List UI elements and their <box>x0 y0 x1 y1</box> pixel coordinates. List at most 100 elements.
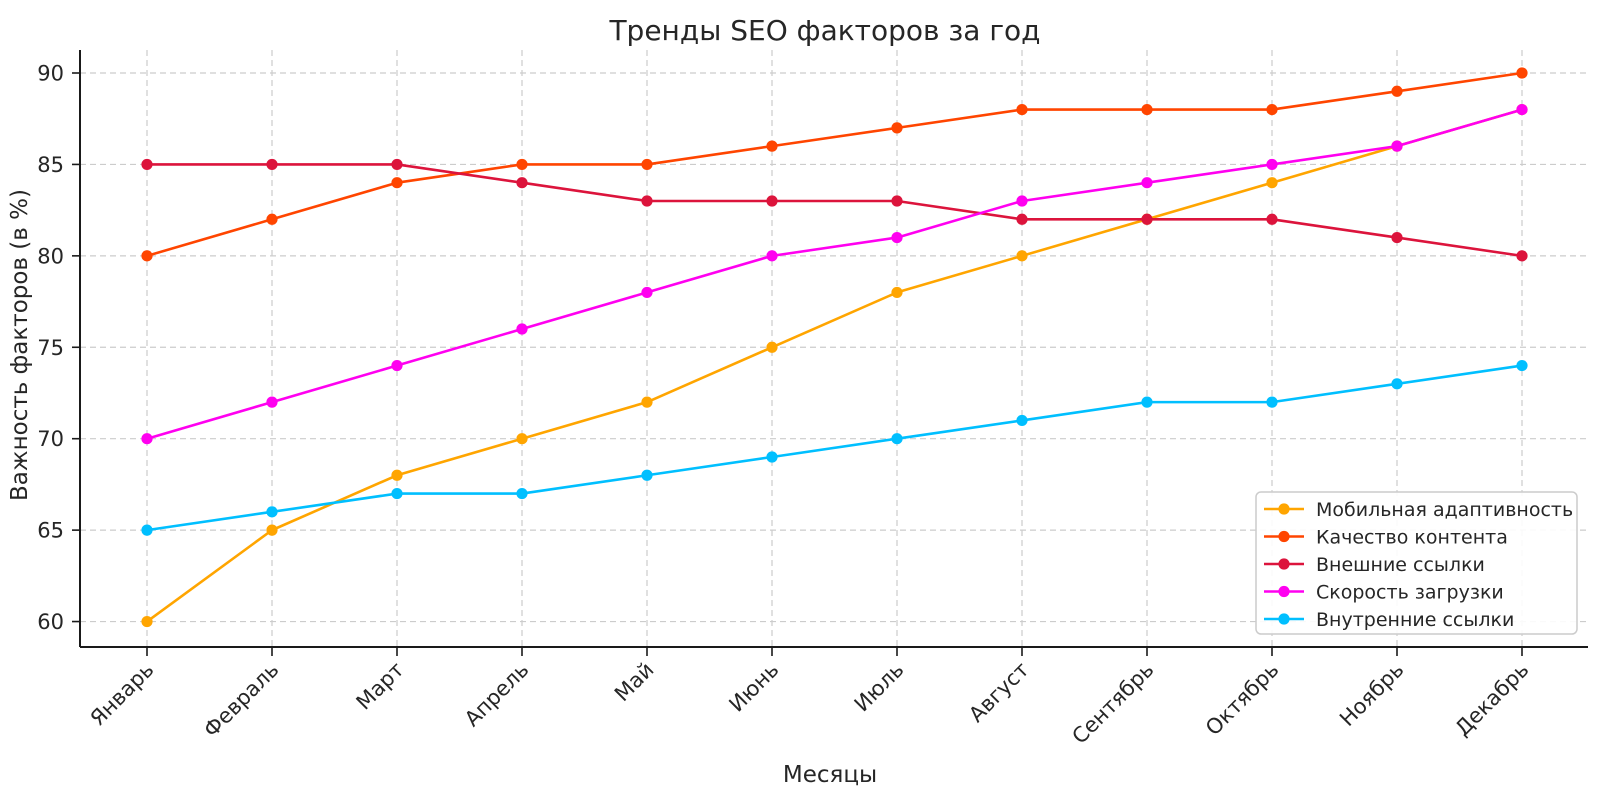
data-point <box>1141 396 1153 408</box>
data-point <box>891 286 903 299</box>
chart-title: Тренды SEO факторов за год <box>608 14 1040 47</box>
y-tick-label: 70 <box>37 427 64 451</box>
y-tick-label: 65 <box>37 519 64 543</box>
y-axis-title: Важность факторов (в %) <box>7 189 33 501</box>
data-point <box>516 433 528 445</box>
data-point <box>141 524 153 536</box>
x-tick-label: Июнь <box>724 658 783 717</box>
data-point <box>391 469 403 481</box>
x-tick-label: Март <box>352 658 409 715</box>
data-point <box>141 250 153 262</box>
data-point <box>1391 140 1403 152</box>
data-point <box>766 195 778 207</box>
data-point <box>1516 359 1528 372</box>
x-tick-label: Ноябрь <box>1335 658 1408 731</box>
data-point <box>1016 103 1028 116</box>
legend-marker-dot <box>1278 613 1290 625</box>
data-point <box>1516 103 1528 116</box>
data-point <box>516 487 528 500</box>
data-point <box>391 359 403 372</box>
legend-box <box>1255 491 1578 635</box>
series-line <box>146 108 1523 623</box>
data-point <box>641 396 653 408</box>
legend-entry-label: Внутренние ссылки <box>1316 609 1514 631</box>
legend-entry: Внутренние ссылки <box>1264 609 1514 631</box>
legend-marker-dot <box>1278 503 1290 515</box>
data-point <box>766 140 778 152</box>
data-point <box>1016 195 1028 207</box>
y-tick-label: 80 <box>37 244 64 268</box>
data-point <box>1141 213 1153 225</box>
y-tick-label: 85 <box>37 153 64 177</box>
data-point <box>1516 67 1528 79</box>
x-tick-label: Декабрь <box>1450 658 1533 741</box>
data-point <box>1391 378 1403 390</box>
y-tick-label: 60 <box>37 610 64 634</box>
data-point <box>1016 414 1028 427</box>
data-point <box>266 158 278 171</box>
legend-entry-label: Внешние ссылки <box>1316 554 1485 576</box>
data-point <box>1266 213 1278 225</box>
data-point <box>266 396 278 408</box>
x-tick-label: Январь <box>86 658 159 731</box>
data-point <box>766 341 778 353</box>
y-tick-label: 75 <box>37 336 64 360</box>
data-point <box>141 158 153 171</box>
legend-marker-dot <box>1278 558 1290 570</box>
data-point <box>1266 158 1278 171</box>
plot-area: 60 65 70 75 80 85 90 Январь Февраль Март Апрель Май… <box>37 50 1588 749</box>
data-point <box>1266 103 1278 116</box>
legend-entry: Скорость загрузки <box>1264 582 1504 604</box>
data-point <box>766 250 778 262</box>
legend-marker-dot <box>1278 530 1290 543</box>
data-point <box>641 195 653 207</box>
data-point <box>516 177 528 189</box>
data-point <box>1016 250 1028 262</box>
data-point <box>1391 85 1403 97</box>
data-point <box>1516 250 1528 262</box>
data-point <box>1266 177 1278 189</box>
legend-entry-label: Качество контента <box>1316 527 1508 549</box>
data-point <box>891 231 903 244</box>
data-point <box>141 433 153 445</box>
legend-marker-dot <box>1278 585 1290 598</box>
x-tick-label: Октябрь <box>1201 658 1284 741</box>
data-point <box>1391 231 1403 244</box>
data-point <box>641 286 653 299</box>
data-point <box>266 524 278 536</box>
x-tick-label: Август <box>964 658 1033 727</box>
legend-entry-label: Скорость загрузки <box>1316 582 1504 604</box>
data-point <box>1141 177 1153 189</box>
legend: Мобильная адаптивность Качество контента В… <box>1255 491 1578 635</box>
data-point <box>516 323 528 335</box>
data-point <box>516 158 528 171</box>
data-point <box>391 177 403 189</box>
data-point <box>641 469 653 481</box>
x-tick-label: Май <box>610 658 659 707</box>
legend-entry-label: Мобильная адаптивность <box>1316 499 1573 521</box>
data-point <box>766 451 778 463</box>
x-tick-label: Апрель <box>460 658 534 732</box>
series-line <box>146 108 1523 440</box>
legend-entry: Внешние ссылки <box>1264 554 1485 576</box>
x-tick-label: Июль <box>850 658 909 717</box>
legend-entry: Мобильная адаптивность <box>1264 499 1573 521</box>
data-point <box>891 122 903 134</box>
legend-entry: Качество контента <box>1264 527 1508 549</box>
data-point <box>1016 213 1028 225</box>
data-point <box>266 213 278 225</box>
x-tick-label: Февраль <box>199 658 283 742</box>
data-point <box>141 615 153 628</box>
y-tick-label: 90 <box>37 62 64 86</box>
series-line <box>147 163 1523 258</box>
data-point <box>891 195 903 207</box>
data-point <box>391 158 403 171</box>
series-line <box>146 364 1523 532</box>
x-axis-title: Месяцы <box>783 762 877 788</box>
data-point <box>1266 396 1278 408</box>
data-point <box>641 158 653 171</box>
series-line <box>146 71 1523 258</box>
data-point <box>891 433 903 445</box>
